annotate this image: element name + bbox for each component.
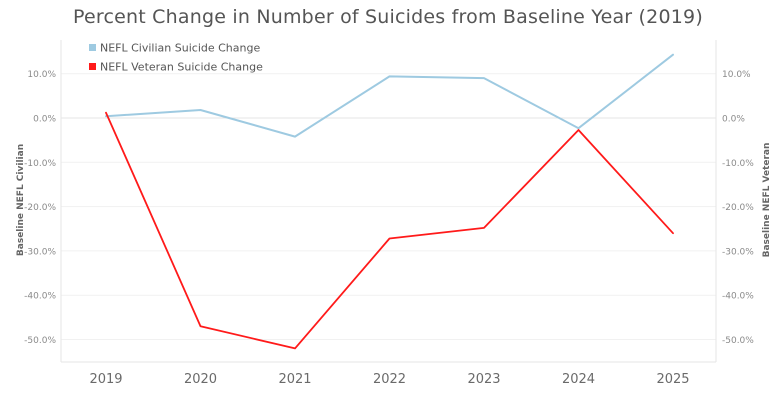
series-lines — [105, 53, 674, 350]
gridlines — [61, 73, 716, 340]
legend-label-civilian: NEFL Civilian Suicide Change — [100, 42, 260, 55]
veteran-series-line — [105, 111, 674, 350]
x-tick-label: 2019 — [89, 372, 122, 387]
legend-swatch-civilian — [89, 44, 96, 51]
x-tick-label: 2023 — [467, 372, 500, 387]
legend-swatch-veteran — [89, 63, 96, 70]
right-y-tick-label: 10.0% — [722, 70, 751, 80]
right-y-tick-label: -20.0% — [722, 203, 754, 213]
right-y-axis-title: Baseline NEFL Veteran — [762, 143, 772, 258]
legend-label-veteran: NEFL Veteran Suicide Change — [100, 61, 263, 74]
x-tick-label: 2021 — [278, 372, 311, 387]
left-y-tick-label: -30.0% — [24, 247, 56, 257]
legend: NEFL Civilian Suicide Change NEFL Vetera… — [89, 42, 263, 74]
x-axis-ticks: 2019 2020 2021 2022 2023 2024 2025 — [89, 372, 689, 387]
right-y-tick-label: -10.0% — [722, 159, 754, 169]
x-tick-label: 2024 — [562, 372, 595, 387]
plot-frame — [60, 40, 717, 363]
left-y-tick-label: 10.0% — [27, 70, 56, 80]
left-y-tick-label: 0.0% — [33, 115, 56, 125]
right-y-axis-ticks: 10.0% 0.0% -10.0% -20.0% -30.0% -40.0% -50.0% — [722, 70, 754, 346]
left-y-tick-label: -20.0% — [24, 203, 56, 213]
left-y-axis-ticks: 10.0% 0.0% -10.0% -20.0% -30.0% -40.0% -50.0% — [24, 70, 56, 346]
right-y-tick-label: 0.0% — [722, 115, 745, 125]
left-y-tick-label: -40.0% — [24, 292, 56, 302]
civilian-series-line — [105, 53, 674, 138]
x-tick-label: 2025 — [656, 372, 689, 387]
right-y-tick-label: -30.0% — [722, 247, 754, 257]
left-y-axis-title: Baseline NEFL Civilian — [16, 144, 26, 256]
chart-title: Percent Change in Number of Suicides fro… — [73, 6, 703, 28]
x-tick-label: 2022 — [373, 372, 406, 387]
right-y-tick-label: -50.0% — [722, 336, 754, 346]
x-tick-label: 2020 — [184, 372, 217, 387]
left-y-tick-label: -10.0% — [24, 159, 56, 169]
right-y-tick-label: -40.0% — [722, 292, 754, 302]
left-y-tick-label: -50.0% — [24, 336, 56, 346]
